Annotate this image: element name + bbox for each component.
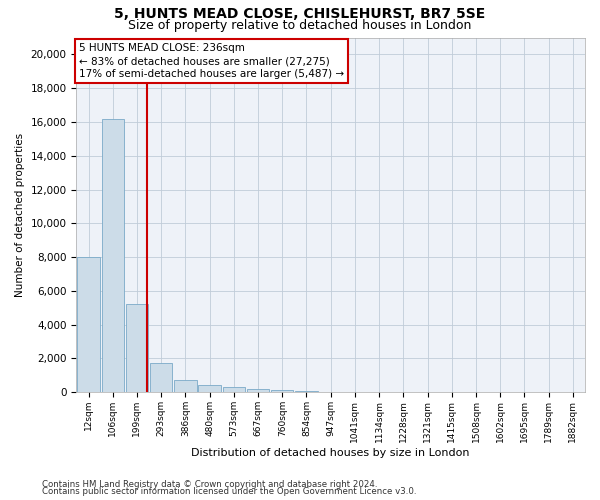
Y-axis label: Number of detached properties: Number of detached properties (15, 133, 25, 297)
Text: Contains public sector information licensed under the Open Government Licence v3: Contains public sector information licen… (42, 488, 416, 496)
Bar (271, 390, 293, 392)
X-axis label: Distribution of detached houses by size in London: Distribution of detached houses by size … (191, 448, 470, 458)
Bar (174, 380, 197, 392)
Text: Contains HM Land Registry data © Crown copyright and database right 2024.: Contains HM Land Registry data © Crown c… (42, 480, 377, 489)
Text: 5, HUNTS MEAD CLOSE, CHISLEHURST, BR7 5SE: 5, HUNTS MEAD CLOSE, CHISLEHURST, BR7 5S… (115, 8, 485, 22)
Bar (77, 257, 100, 392)
Bar (101, 118, 124, 392)
Bar (199, 386, 221, 392)
Text: Size of property relative to detached houses in London: Size of property relative to detached ho… (128, 18, 472, 32)
Bar (126, 304, 148, 392)
Bar (223, 388, 245, 392)
Bar (150, 364, 172, 392)
Bar (247, 389, 269, 392)
Bar (295, 391, 317, 392)
Text: 5 HUNTS MEAD CLOSE: 236sqm
← 83% of detached houses are smaller (27,275)
17% of : 5 HUNTS MEAD CLOSE: 236sqm ← 83% of deta… (79, 43, 344, 79)
